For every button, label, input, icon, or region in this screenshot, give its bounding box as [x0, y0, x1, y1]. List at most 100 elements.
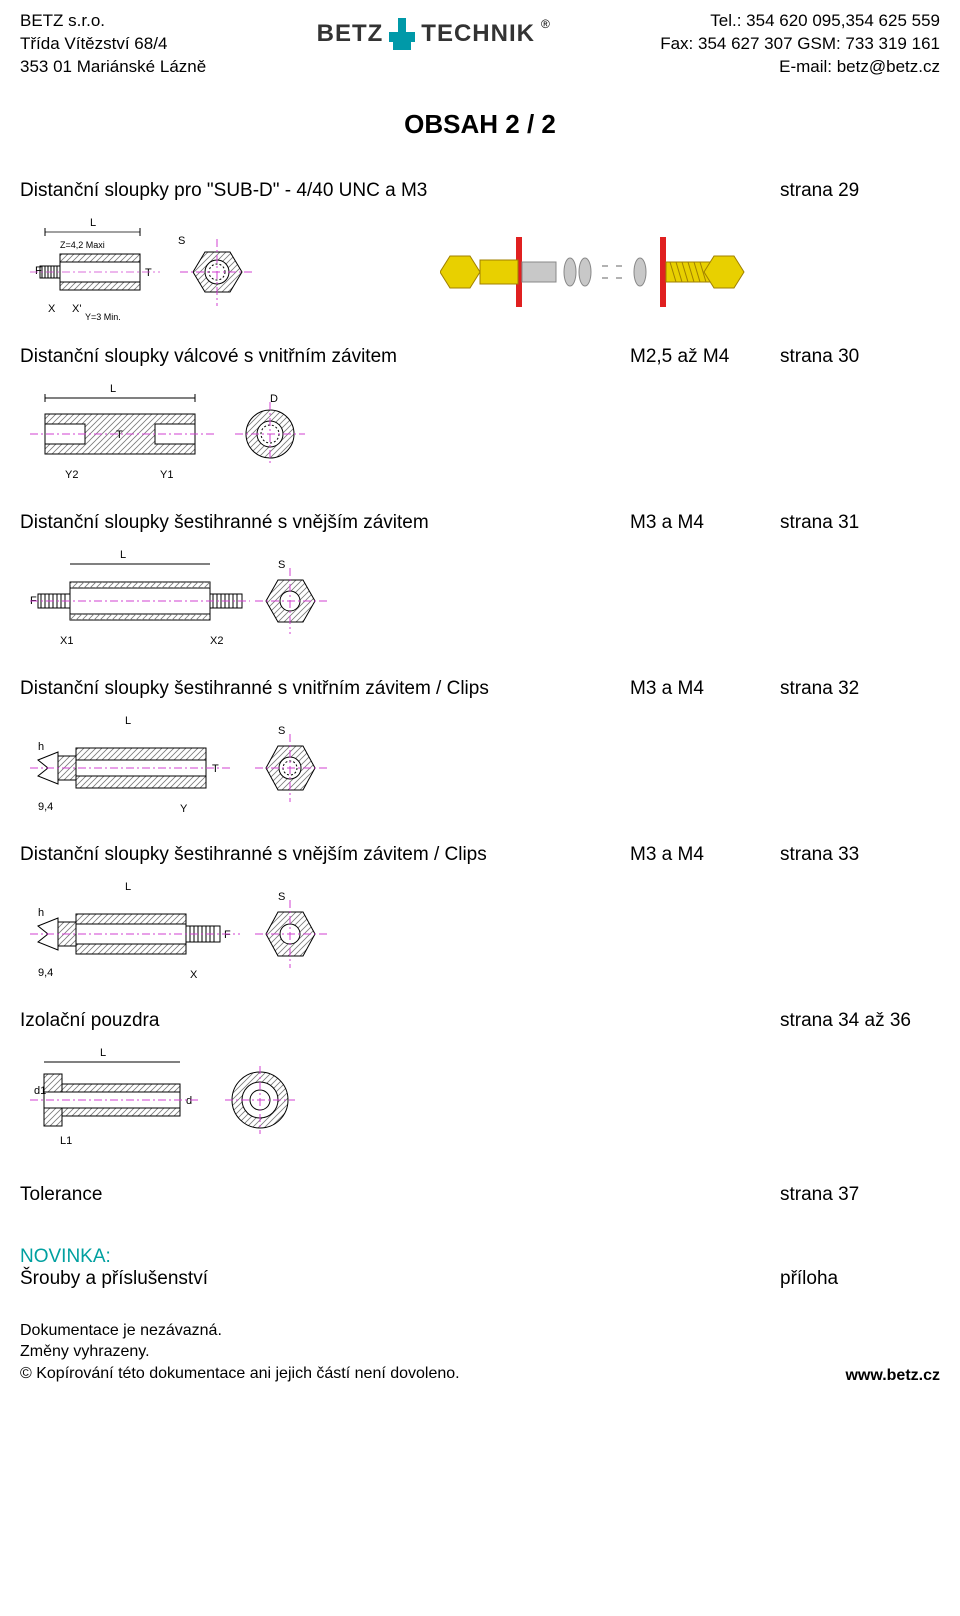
svg-text:S: S — [278, 891, 285, 903]
toc-desc: Distanční sloupky šestihranné s vnitřním… — [20, 678, 630, 700]
svg-text:h: h — [38, 907, 44, 919]
toc-spec: M2,5 až M4 — [630, 346, 780, 368]
novinka-row: Šrouby a příslušenství příloha — [20, 1268, 940, 1290]
novinka-page: příloha — [780, 1268, 940, 1290]
email-line: E-mail: betz@betz.cz — [660, 56, 940, 79]
toc-section: Izolační pouzdra strana 34 až 36 L d1 d — [20, 1010, 940, 1154]
svg-text:L: L — [90, 217, 96, 229]
svg-text:Y: Y — [180, 803, 188, 815]
svg-text:F: F — [224, 929, 231, 941]
svg-text:L: L — [120, 549, 126, 561]
page-header: BETZ s.r.o. Třída Vítězství 68/4 353 01 … — [20, 10, 940, 79]
toc-page: strana 33 — [780, 844, 940, 866]
drawing-cyl: L D T Y2 Y1 — [20, 380, 940, 490]
toc-spec — [630, 1010, 780, 1032]
toc-row: Distanční sloupky šestihranné s vnitřním… — [20, 678, 940, 700]
toc-spec: M3 a M4 — [630, 512, 780, 534]
page: BETZ s.r.o. Třída Vítězství 68/4 353 01 … — [0, 0, 960, 1415]
toc-page: strana 37 — [780, 1184, 940, 1206]
svg-text:L: L — [125, 715, 131, 727]
toc-section: Distanční sloupky šestihranné s vnějším … — [20, 512, 940, 656]
toc-desc: Distanční sloupky pro "SUB-D" - 4/40 UNC… — [20, 180, 630, 202]
toc-section: Distanční sloupky válcové s vnitřním záv… — [20, 346, 940, 490]
toc-page: strana 31 — [780, 512, 940, 534]
toc-section: Distanční sloupky pro "SUB-D" - 4/40 UNC… — [20, 180, 940, 324]
svg-text:h: h — [38, 741, 44, 753]
toc-row: Distanční sloupky pro "SUB-D" - 4/40 UNC… — [20, 180, 940, 202]
svg-text:9,4: 9,4 — [38, 967, 53, 979]
logo: BETZ TECHNIK ® — [317, 18, 550, 50]
registered-mark-icon: ® — [541, 16, 550, 32]
footer-url: www.betz.cz — [845, 1367, 940, 1385]
drawing-bush: L d1 d L1 — [20, 1044, 940, 1154]
svg-text:Y2: Y2 — [65, 469, 78, 481]
toc-row: Distanční sloupky válcové s vnitřním záv… — [20, 346, 940, 368]
svg-text:T: T — [212, 763, 219, 775]
svg-text:X1: X1 — [60, 635, 73, 647]
svg-text:S: S — [178, 235, 185, 247]
svg-text:S: S — [278, 725, 285, 737]
toc-row: Tolerance strana 37 — [20, 1184, 940, 1206]
toc-page: strana 34 až 36 — [780, 1010, 940, 1032]
svg-text:Y1: Y1 — [160, 469, 173, 481]
toc-desc: Tolerance — [20, 1184, 630, 1206]
logo-text-left: BETZ — [317, 18, 384, 50]
toc-row: Distanční sloupky šestihranné s vnějším … — [20, 844, 940, 866]
toc-section: Distanční sloupky šestihranné s vnějším … — [20, 844, 940, 988]
drawing-hex-ext: L S F X1 X2 — [20, 546, 940, 656]
toc-row: Izolační pouzdra strana 34 až 36 — [20, 1010, 940, 1032]
svg-text:D: D — [270, 393, 278, 405]
svg-text:X: X — [190, 969, 198, 981]
svg-text:9,4: 9,4 — [38, 801, 53, 813]
logo-text-right: TECHNIK — [421, 18, 535, 50]
drawing-hex-ext-clip: L S h F 9,4 X — [20, 878, 940, 988]
fax-line: Fax: 354 627 307 GSM: 733 319 161 — [660, 33, 940, 56]
toc-desc: Distanční sloupky válcové s vnitřním záv… — [20, 346, 630, 368]
svg-text:T: T — [145, 267, 152, 279]
svg-text:L1: L1 — [60, 1135, 72, 1147]
toc-spec — [630, 1184, 780, 1206]
toc-spec: M3 a M4 — [630, 678, 780, 700]
toc-desc: Izolační pouzdra — [20, 1010, 630, 1032]
toc-page: strana 32 — [780, 678, 940, 700]
svg-text:Y=3 Min.: Y=3 Min. — [85, 312, 121, 322]
svg-text:d1: d1 — [34, 1085, 46, 1097]
drawing-hex-int-clip: L S h T 9,4 Y — [20, 712, 940, 822]
novinka-label: NOVINKA: — [20, 1246, 940, 1268]
toc-page: strana 30 — [780, 346, 940, 368]
novinka-text: Šrouby a příslušenství — [20, 1268, 630, 1290]
footer-line-1: Dokumentace je nezávazná. — [20, 1320, 460, 1342]
svg-text:X2: X2 — [210, 635, 223, 647]
svg-text:L: L — [125, 881, 131, 893]
svg-text:d: d — [186, 1095, 192, 1107]
toc-page: strana 29 — [780, 180, 940, 202]
toc-section: Tolerance strana 37 — [20, 1184, 940, 1206]
company-name: BETZ s.r.o. — [20, 10, 206, 33]
toc-spec: M3 a M4 — [630, 844, 780, 866]
company-address-1: Třída Vítězství 68/4 — [20, 33, 206, 56]
toc-desc: Distanční sloupky šestihranné s vnějším … — [20, 512, 630, 534]
toc-section: Distanční sloupky šestihranné s vnitřním… — [20, 678, 940, 822]
novinka-section: NOVINKA: Šrouby a příslušenství příloha — [20, 1246, 940, 1290]
company-address-2: 353 01 Mariánské Lázně — [20, 56, 206, 79]
logo-icon — [389, 18, 415, 50]
page-footer: Dokumentace je nezávazná. Změny vyhrazen… — [20, 1320, 940, 1385]
tel-line: Tel.: 354 620 095,354 625 559 — [660, 10, 940, 33]
footer-legal: Dokumentace je nezávazná. Změny vyhrazen… — [20, 1320, 460, 1385]
svg-text:S: S — [278, 559, 285, 571]
svg-text:Z=4,2 Maxi: Z=4,2 Maxi — [60, 240, 105, 250]
svg-text:X: X — [48, 303, 56, 315]
drawing-subd: L S Z=4,2 Maxi F T X X' — [20, 214, 940, 324]
svg-text:T: T — [116, 429, 123, 441]
toc-desc: Distanční sloupky šestihranné s vnějším … — [20, 844, 630, 866]
svg-text:L: L — [100, 1047, 106, 1059]
svg-text:X': X' — [72, 303, 81, 315]
svg-text:F: F — [35, 265, 42, 277]
svg-text:L: L — [110, 383, 116, 395]
page-title: OBSAH 2 / 2 — [20, 109, 940, 140]
header-contact-block: Tel.: 354 620 095,354 625 559 Fax: 354 6… — [660, 10, 940, 79]
footer-line-2: Změny vyhrazeny. — [20, 1341, 460, 1363]
toc-row: Distanční sloupky šestihranné s vnějším … — [20, 512, 940, 534]
footer-line-3: © Kopírování této dokumentace ani jejich… — [20, 1363, 460, 1385]
toc-spec — [630, 180, 780, 202]
